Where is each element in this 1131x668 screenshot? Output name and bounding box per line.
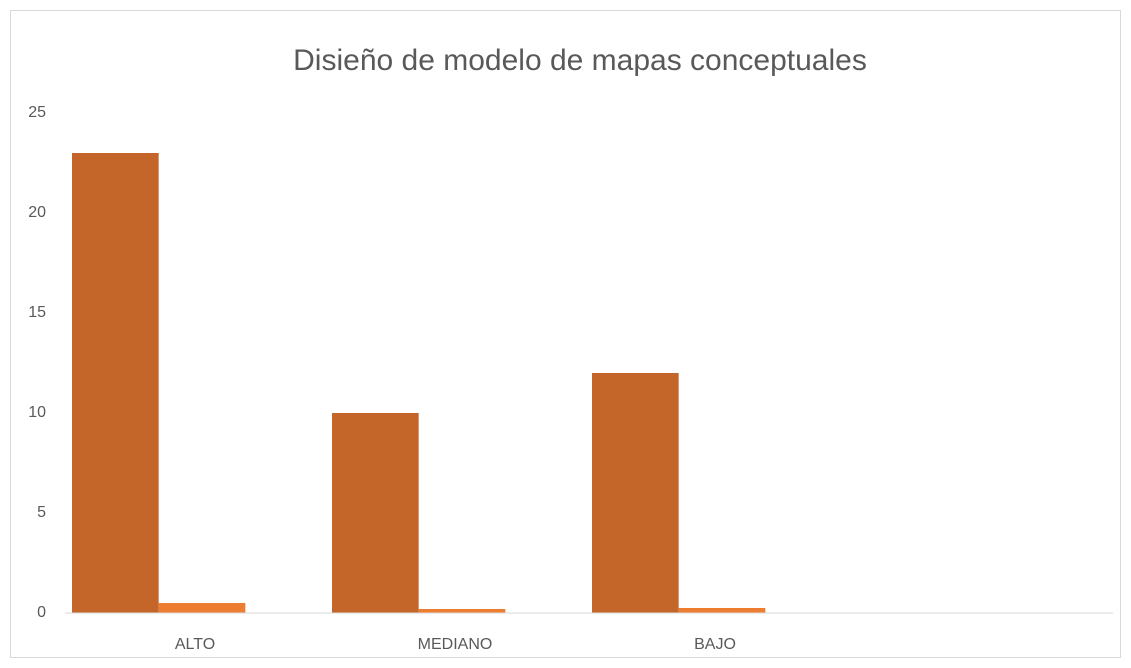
bar — [418, 609, 506, 613]
y-tick-label: 15 — [28, 304, 46, 321]
bar — [592, 373, 679, 613]
bar — [332, 413, 419, 613]
y-tick-label: 5 — [37, 504, 46, 521]
bar — [72, 153, 159, 613]
y-tick-label: 25 — [28, 104, 46, 121]
chart-border — [10, 10, 1121, 658]
bar — [158, 603, 246, 613]
x-tick-label: MEDIANO — [418, 636, 493, 653]
bar — [678, 608, 766, 613]
x-tick-label: BAJO — [694, 636, 736, 653]
chart-title: Disieño de modelo de mapas conceptuales — [293, 44, 867, 77]
x-tick-label: ALTO — [175, 636, 215, 653]
y-tick-label: 0 — [37, 604, 46, 621]
y-tick-label: 20 — [28, 204, 46, 221]
y-tick-label: 10 — [28, 404, 46, 421]
